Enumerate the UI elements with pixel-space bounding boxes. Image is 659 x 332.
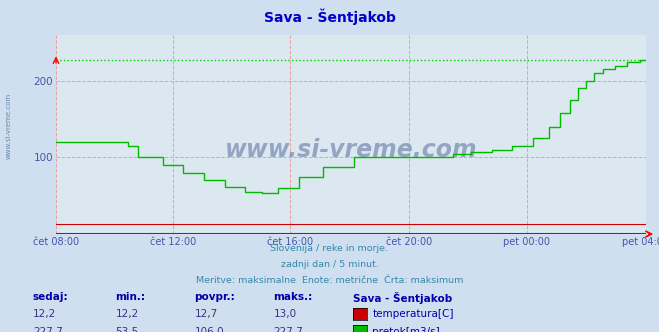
Text: temperatura[C]: temperatura[C] [372, 309, 454, 319]
Text: www.si-vreme.com: www.si-vreme.com [225, 138, 477, 162]
Text: 227,7: 227,7 [33, 327, 63, 332]
Text: maks.:: maks.: [273, 292, 313, 302]
Text: Sava - Šentjakob: Sava - Šentjakob [353, 292, 452, 304]
Text: 13,0: 13,0 [273, 309, 297, 319]
Text: 12,2: 12,2 [115, 309, 138, 319]
Text: 106,0: 106,0 [194, 327, 224, 332]
Text: www.si-vreme.com: www.si-vreme.com [5, 93, 12, 159]
Text: min.:: min.: [115, 292, 146, 302]
Text: 53,5: 53,5 [115, 327, 138, 332]
Text: povpr.:: povpr.: [194, 292, 235, 302]
Text: zadnji dan / 5 minut.: zadnji dan / 5 minut. [281, 260, 378, 269]
Text: Slovenija / reke in morje.: Slovenija / reke in morje. [270, 244, 389, 253]
Text: 12,2: 12,2 [33, 309, 56, 319]
Text: sedaj:: sedaj: [33, 292, 69, 302]
Text: pretok[m3/s]: pretok[m3/s] [372, 327, 440, 332]
Text: Meritve: maksimalne  Enote: metrične  Črta: maksimum: Meritve: maksimalne Enote: metrične Črta… [196, 276, 463, 285]
Text: 12,7: 12,7 [194, 309, 217, 319]
Text: 227,7: 227,7 [273, 327, 303, 332]
Text: Sava - Šentjakob: Sava - Šentjakob [264, 8, 395, 25]
